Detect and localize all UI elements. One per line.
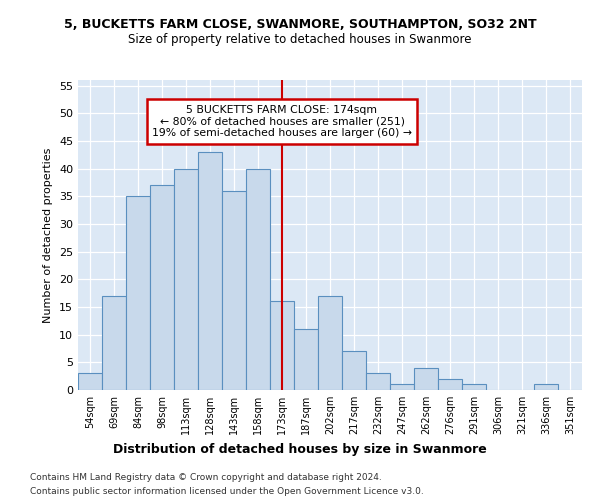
Bar — [414, 368, 438, 390]
Bar — [294, 329, 318, 390]
Text: 5 BUCKETTS FARM CLOSE: 174sqm
← 80% of detached houses are smaller (251)
19% of : 5 BUCKETTS FARM CLOSE: 174sqm ← 80% of d… — [152, 105, 412, 138]
Text: Size of property relative to detached houses in Swanmore: Size of property relative to detached ho… — [128, 32, 472, 46]
Bar — [390, 384, 414, 390]
Bar — [366, 374, 390, 390]
Text: 5, BUCKETTS FARM CLOSE, SWANMORE, SOUTHAMPTON, SO32 2NT: 5, BUCKETTS FARM CLOSE, SWANMORE, SOUTHA… — [64, 18, 536, 30]
Bar — [342, 351, 366, 390]
Bar — [126, 196, 150, 390]
Text: Contains HM Land Registry data © Crown copyright and database right 2024.: Contains HM Land Registry data © Crown c… — [30, 472, 382, 482]
Bar — [102, 296, 126, 390]
Bar — [462, 384, 486, 390]
Bar — [318, 296, 342, 390]
Bar — [198, 152, 222, 390]
Bar — [78, 374, 102, 390]
Bar — [222, 190, 246, 390]
Text: Contains public sector information licensed under the Open Government Licence v3: Contains public sector information licen… — [30, 488, 424, 496]
Text: Distribution of detached houses by size in Swanmore: Distribution of detached houses by size … — [113, 442, 487, 456]
Bar — [534, 384, 558, 390]
Bar — [174, 168, 198, 390]
Bar — [270, 302, 294, 390]
Bar — [150, 185, 174, 390]
Bar — [246, 168, 270, 390]
Y-axis label: Number of detached properties: Number of detached properties — [43, 148, 53, 322]
Bar — [438, 379, 462, 390]
